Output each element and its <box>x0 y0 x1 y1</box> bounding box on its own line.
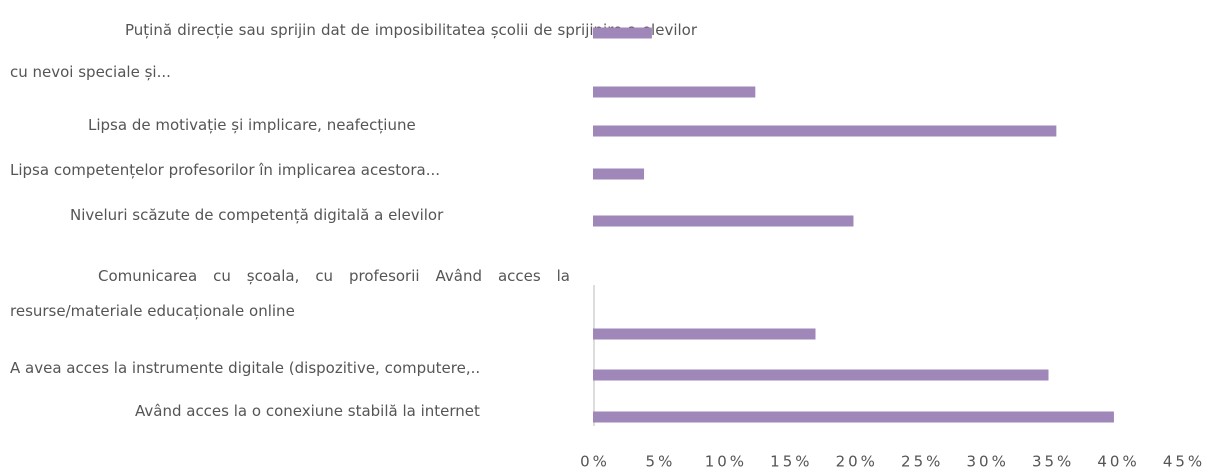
bar <box>593 411 1114 423</box>
y-tick-label: Lipsa de motivație și implicare, neafecț… <box>88 116 416 134</box>
y-tick-label: Comunicarea cu școala, cu profesorii Avâ… <box>10 267 570 320</box>
x-tick-label: 5% <box>646 453 676 471</box>
bar <box>593 328 816 340</box>
bar <box>593 168 645 180</box>
x-tick-label: 10% <box>705 453 747 471</box>
y-tick-label: A avea acces la instrumente digitale (di… <box>10 359 481 377</box>
bar <box>593 27 652 39</box>
y-tick-label: Niveluri scăzute de competență digitală … <box>70 206 444 224</box>
x-tick-label: 0% <box>580 453 610 471</box>
y-tick-label: Lipsa competențelor profesorilor în impl… <box>10 161 441 179</box>
x-tick-label: 45% <box>1163 453 1205 471</box>
bar <box>593 369 1049 381</box>
x-tick-label: 30% <box>966 453 1008 471</box>
bar <box>593 86 756 98</box>
bar <box>593 215 854 227</box>
bar <box>593 125 1057 137</box>
x-tick-label: 20% <box>836 453 878 471</box>
x-tick-label: 35% <box>1032 453 1074 471</box>
x-tick-label: 25% <box>901 453 943 471</box>
x-tick-label: 40% <box>1097 453 1139 471</box>
y-tick-label: Puțină direcție sau sprijin dat de impos… <box>10 21 697 81</box>
y-tick-label: Având acces la o conexiune stabilă la in… <box>135 402 480 420</box>
x-tick-label: 15% <box>770 453 812 471</box>
